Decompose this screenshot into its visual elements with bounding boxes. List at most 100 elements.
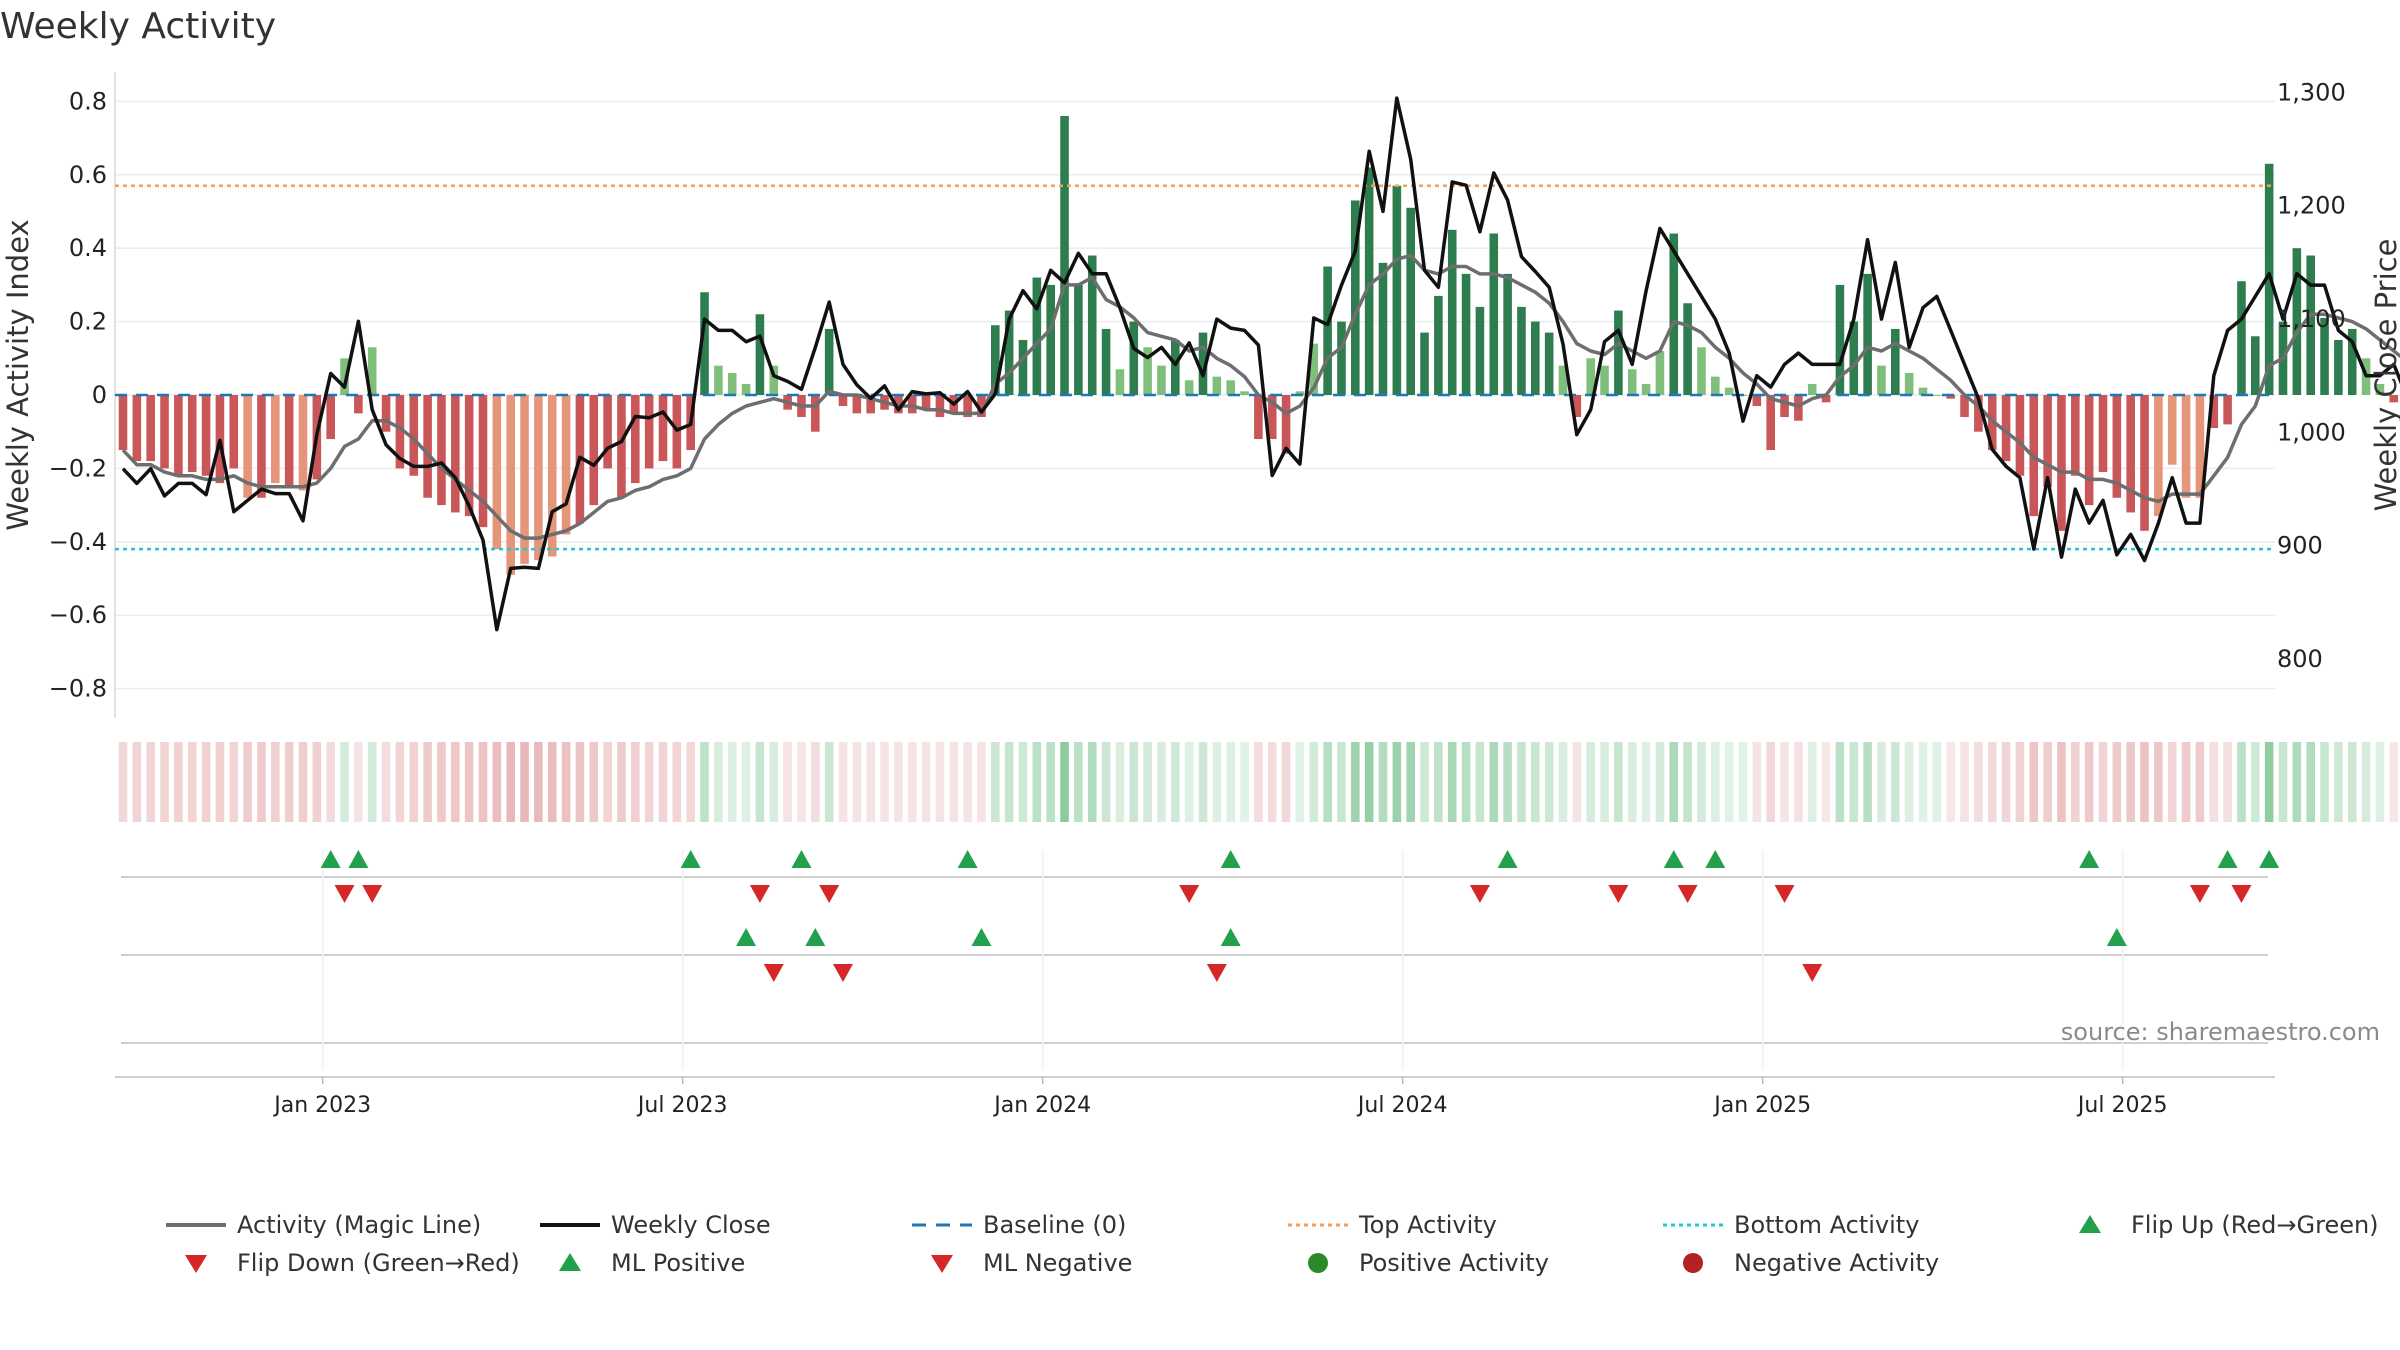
activity-bar: [1060, 116, 1069, 395]
legend-label: Top Activity: [1358, 1211, 1497, 1239]
heat-cell: [1461, 742, 1471, 822]
heat-cell: [1932, 742, 1942, 822]
activity-bar: [2140, 395, 2149, 531]
x-tick-label: Jan 2024: [992, 1093, 1091, 1118]
heat-cell: [1891, 742, 1900, 822]
activity-bar: [160, 395, 169, 469]
heat-cell: [1821, 742, 1831, 822]
activity-bar: [1904, 372, 1914, 395]
activity-bar: [284, 395, 294, 487]
activity-bar: [1517, 306, 1526, 395]
heat-cell: [1323, 742, 1332, 822]
weekly-close-line: [121, 96, 2400, 632]
activity-bar: [1627, 369, 1637, 395]
heat-cell: [727, 742, 737, 822]
activity-bar: [1946, 395, 1955, 399]
activity-bar: [187, 395, 197, 473]
activity-bar: [866, 395, 875, 414]
activity-bar: [1046, 284, 1055, 395]
activity-bar: [838, 395, 848, 407]
heat-cell: [2015, 742, 2025, 822]
heat-cell: [741, 742, 751, 822]
flip-down-marker: [362, 885, 383, 903]
activity-bar: [644, 395, 654, 469]
heat-cell: [174, 742, 183, 822]
heat-cell: [1447, 742, 1457, 822]
heat-cell: [451, 742, 460, 822]
heat-cell: [1018, 742, 1028, 822]
ml-positive-marker: [971, 928, 992, 946]
activity-bar: [118, 395, 128, 451]
heat-cell: [1946, 742, 1955, 822]
heat-cell: [838, 742, 848, 822]
activity-bar: [1406, 207, 1415, 395]
activity-bar: [2071, 395, 2080, 476]
heat-cell: [1295, 742, 1305, 822]
heat-cell: [1974, 742, 1983, 822]
heat-cell: [949, 742, 959, 822]
heat-cell: [2112, 742, 2122, 822]
heat-cell: [1544, 742, 1554, 822]
heat-cell: [1392, 742, 1402, 822]
heat-cell: [1669, 742, 1679, 822]
heat-cell: [2320, 742, 2329, 822]
activity-bar: [977, 395, 986, 418]
activity-bar: [492, 395, 502, 550]
activity-bar: [395, 395, 405, 469]
y2-tick-label: 1,300: [2277, 78, 2346, 106]
activity-bar: [547, 395, 557, 557]
y-axis-right: 1,300 1,200 1,100 1,000 900 800: [2277, 78, 2346, 673]
activity-bar: [2320, 317, 2329, 395]
heat-cell: [2292, 742, 2302, 822]
ml-negative-marker: [763, 964, 784, 982]
activity-bar: [589, 395, 599, 506]
legend-swatch: [185, 1255, 207, 1273]
heat-cell: [1060, 742, 1069, 822]
activity-bar: [1641, 383, 1651, 395]
activity-bar: [1669, 233, 1679, 395]
heat-cell: [381, 742, 391, 822]
heat-cell: [603, 742, 612, 822]
legend-label: Baseline (0): [983, 1211, 1126, 1239]
heat-cell: [1503, 742, 1512, 822]
heat-cell: [617, 742, 626, 822]
heat-cell: [852, 742, 862, 822]
y-tick-label: 0.6: [69, 161, 107, 189]
activity-bar: [1351, 200, 1360, 395]
legend-swatch: [559, 1253, 581, 1271]
y-tick-label: −0.4: [49, 528, 107, 556]
heat-cell: [271, 742, 280, 822]
flip-down-marker: [749, 885, 770, 903]
x-tick-label: Jan 2023: [272, 1093, 371, 1118]
activity-bar: [603, 395, 612, 469]
heat-cell: [2251, 742, 2260, 822]
activity-bar: [935, 395, 945, 418]
heat-cell: [1143, 742, 1152, 822]
heat-cell: [1087, 742, 1097, 822]
heat-cell: [492, 742, 502, 822]
activity-bar: [921, 395, 931, 410]
activity-bar: [1711, 376, 1720, 395]
series-lines: [121, 96, 2400, 632]
heat-cell: [423, 742, 432, 822]
heat-cell: [686, 742, 695, 822]
heat-cell: [547, 742, 557, 822]
heat-cell: [354, 742, 363, 822]
activity-bar: [894, 395, 903, 414]
heat-cell: [506, 742, 515, 822]
activity-bar: [1724, 387, 1734, 395]
y-tick-label: −0.8: [49, 675, 107, 703]
heat-cell: [1489, 742, 1499, 822]
x-tick-label: Jul 2023: [636, 1093, 728, 1118]
heat-cell: [880, 742, 889, 822]
y-tick-label: −0.6: [49, 601, 107, 629]
y2-tick-label: 800: [2277, 645, 2323, 673]
activity-bar: [2347, 328, 2357, 395]
ml-negative-marker: [1206, 964, 1227, 982]
heat-cell: [146, 742, 155, 822]
activity-bar: [1572, 395, 1582, 418]
y2-tick-label: 1,100: [2277, 305, 2346, 333]
heat-cell: [2195, 742, 2205, 822]
activity-bar: [1586, 358, 1595, 395]
heat-cell: [2375, 742, 2385, 822]
